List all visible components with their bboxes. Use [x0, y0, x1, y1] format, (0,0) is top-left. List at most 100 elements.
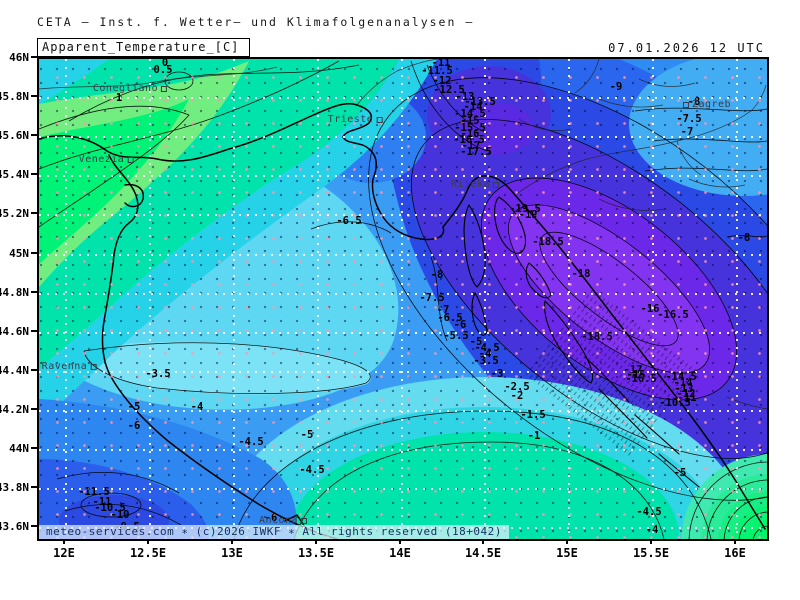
contour-label: -6	[127, 419, 141, 432]
city-name: Conegliano	[92, 83, 159, 94]
contour-label: -13	[455, 90, 475, 103]
contour-label: -16.5	[453, 133, 485, 146]
lat-tick	[31, 486, 37, 488]
contour-label: -7.5	[419, 291, 445, 304]
copyright-bar: meteo-services.com ∗ (c)2026 IWKF ∗ All …	[39, 525, 509, 539]
lat-tick	[31, 56, 37, 58]
contour-label: -17	[623, 363, 643, 376]
lat-tick-label: 44.2N	[0, 403, 29, 416]
contour-label: -6	[453, 318, 467, 331]
lat-tick-label: 44N	[9, 442, 29, 455]
lon-tick	[482, 539, 484, 544]
contour-label: -1	[527, 429, 541, 442]
lat-tick	[31, 134, 37, 136]
contour-label: -3	[490, 367, 504, 380]
contour-label: -8	[737, 231, 751, 244]
city-name: Trieste	[327, 114, 374, 125]
lon-tick	[147, 539, 149, 544]
lat-tick-label: 44.6N	[0, 325, 29, 338]
city-label-rijeka: Rijeka	[451, 180, 500, 190]
lat-tick-label: 45.2N	[0, 207, 29, 220]
city-label-ravenna: Ravenna	[42, 362, 97, 372]
city-label-ancona: Ancona	[259, 516, 308, 526]
lat-tick	[31, 369, 37, 371]
contour-label: 0	[161, 57, 169, 69]
contour-label: -4	[190, 400, 204, 413]
lon-tick	[63, 539, 65, 544]
contour-label: -13	[674, 382, 694, 395]
contour-label: -5	[469, 335, 483, 348]
city-marker-icon	[301, 518, 308, 524]
longitude-axis: 12E 12.5E 13E 13.5E 14E 14.5E 15E 15.5E 16E	[37, 539, 767, 565]
city-marker-icon	[90, 364, 97, 370]
contour-label: -19	[518, 208, 538, 221]
lat-tick-label: 43.8N	[0, 481, 29, 494]
parameter-label-box: Apparent_Temperature_[C]	[37, 38, 251, 57]
latitude-axis: 46N 45.8N 45.6N 45.4N 45.2N 45N 44.8N 44.6N 44.4…	[0, 52, 37, 539]
lon-tick	[399, 539, 401, 544]
contour-label: -2.5	[504, 380, 530, 393]
contour-label: -11	[431, 57, 451, 69]
city-label-conegliano: Conegliano	[92, 83, 168, 94]
contour-label: -10.5	[94, 501, 126, 514]
city-marker-icon	[376, 117, 383, 123]
city-marker-icon	[493, 182, 500, 188]
contour-label: -14.5	[454, 107, 486, 120]
lat-tick-label: 45.6N	[0, 129, 29, 142]
contour-label: -4	[478, 347, 492, 360]
lat-tick	[31, 173, 37, 175]
contour-label: -5	[673, 466, 687, 479]
contour-label: -10.5	[659, 396, 691, 409]
contour-label: -6.5	[336, 214, 362, 227]
contour-label: -15.5	[454, 121, 486, 134]
map-canvas: 0 0.5 1 -11 -11.5 -12 -12.5 -13 -13.5 -14 -14.5 -15…	[37, 57, 769, 541]
contour-label: -19.5	[509, 202, 541, 215]
city-marker-icon	[127, 157, 134, 163]
contour-label: -4.5	[636, 505, 662, 518]
lon-tick-label: 13.5E	[297, 546, 335, 560]
contour-label: -4.5	[299, 463, 325, 476]
lon-tick-label: 15E	[556, 546, 578, 560]
contour-label: -6	[264, 511, 278, 524]
contour-label: -7.5	[676, 112, 702, 125]
city-marker-icon	[682, 102, 689, 108]
city-label-zagreb: Zagreb	[682, 99, 732, 110]
contour-label: -8	[687, 95, 701, 108]
contour-label: -17	[461, 139, 481, 152]
contour-label: -17.5	[460, 145, 492, 158]
lat-tick	[31, 330, 37, 332]
lon-tick-label: 13E	[221, 546, 243, 560]
city-name: Zagreb	[691, 99, 732, 110]
contour-label: -3.5	[473, 354, 499, 367]
product-title: CETA — Inst. f. Wetter— und Klimafolgena…	[37, 15, 475, 29]
lat-tick-label: 44.4N	[0, 364, 29, 377]
contour-label: 1	[115, 91, 123, 104]
lat-tick-label: 43.6N	[0, 520, 29, 533]
contour-label: -12.5	[433, 83, 465, 96]
lon-tick-label: 12.5E	[129, 546, 167, 560]
lat-tick	[31, 252, 37, 254]
lat-tick	[31, 95, 37, 97]
contour-label: -16	[640, 302, 660, 315]
lat-tick-label: 45.4N	[0, 168, 29, 181]
lon-tick	[315, 539, 317, 544]
contour-labels-layer: 0 0.5 1 -11 -11.5 -12 -12.5 -13 -13.5 -14 -14.5 -15…	[39, 59, 767, 539]
contour-label: -12	[432, 74, 452, 87]
lon-tick-label: 16E	[724, 546, 746, 560]
contour-label: -4.5	[474, 341, 500, 354]
lat-tick	[31, 291, 37, 293]
contour-label: -10	[110, 508, 130, 521]
contour-label: -12	[676, 387, 696, 400]
contour-label: 0.5	[153, 63, 173, 76]
contour-label: -18	[571, 267, 591, 280]
lon-tick	[650, 539, 652, 544]
contour-label: -14.5	[665, 370, 697, 383]
contour-label: -15	[626, 368, 646, 381]
contour-label: -8	[430, 268, 444, 281]
city-label-venezia: Venezia	[79, 155, 134, 165]
contour-label: -11.5	[421, 64, 453, 77]
lat-tick-label: 45N	[9, 247, 29, 260]
lat-tick-label: 46N	[9, 51, 29, 64]
city-name: Ravenna	[41, 361, 88, 372]
contour-label: -2	[510, 389, 524, 402]
